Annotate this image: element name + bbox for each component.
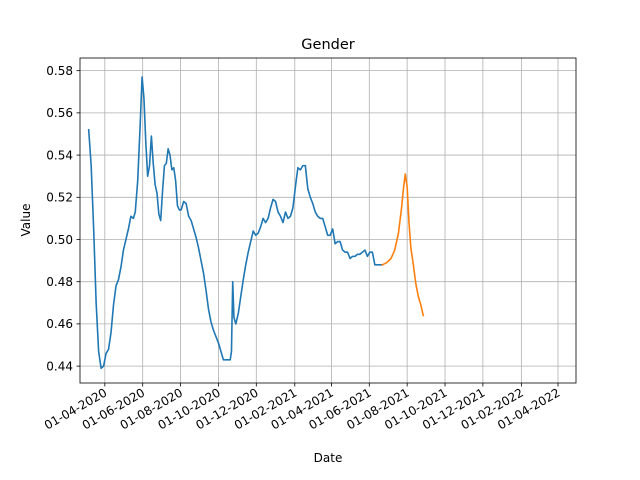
series-line-1 (87, 76, 384, 370)
y-tick-label: 0.54 (46, 148, 73, 162)
y-tick-label: 0.52 (46, 191, 73, 205)
y-tick-label: 0.46 (46, 317, 73, 331)
y-axis: 0.44 0.46 0.48 0.50 0.52 0.54 0.56 0.58 (46, 64, 80, 373)
series-line-2 (381, 173, 425, 317)
plot-series (87, 76, 425, 370)
x-axis-title: Date (314, 451, 343, 465)
y-axis-title: Value (19, 204, 33, 237)
y-tick-label: 0.56 (46, 106, 73, 120)
y-tick-label: 0.44 (46, 359, 73, 373)
gridlines (80, 58, 576, 383)
y-tick-label: 0.58 (46, 64, 73, 78)
chart-title: Gender (301, 37, 354, 53)
plot-frame (79, 57, 577, 384)
y-tick-label: 0.48 (46, 275, 73, 289)
y-tick-label: 0.50 (46, 233, 73, 247)
